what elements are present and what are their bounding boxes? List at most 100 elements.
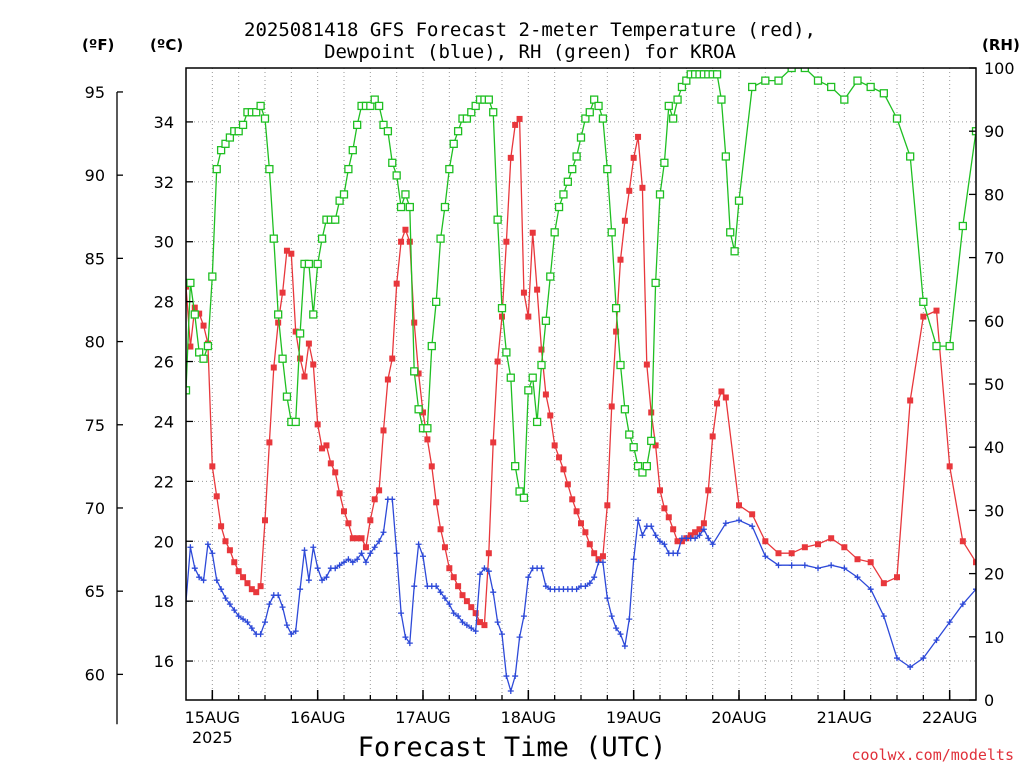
temperature-marker [617, 256, 624, 263]
dewpoint-marker [336, 562, 343, 569]
rh-marker [537, 360, 546, 370]
rh-marker [401, 190, 410, 199]
series-layer [186, 68, 993, 695]
temperature-marker [358, 535, 365, 542]
dewpoint-marker [538, 565, 545, 572]
rh-marker [572, 152, 581, 161]
temperature-marker [288, 250, 295, 257]
temperature-marker [266, 439, 273, 446]
dewpoint-marker [358, 550, 365, 557]
dewpoint-marker [490, 589, 497, 596]
dewpoint-marker [705, 535, 712, 542]
dewpoint-marker [367, 550, 374, 557]
temperature-marker [657, 487, 663, 494]
rh-marker [392, 171, 401, 180]
dewpoint-marker [468, 625, 475, 632]
temperature-marker [705, 487, 712, 494]
rh-marker [414, 405, 423, 414]
rh-marker [462, 114, 472, 123]
temperature-marker [253, 589, 260, 596]
dewpoint-marker [854, 574, 861, 581]
temperature-marker [973, 559, 976, 566]
temperature-marker [218, 523, 225, 530]
dewpoint-marker [582, 583, 589, 590]
temperature-marker [244, 580, 251, 587]
temperature-marker [406, 238, 413, 245]
rh-marker [598, 114, 608, 123]
temperature-marker [551, 442, 558, 449]
temperature-marker [507, 154, 514, 161]
celsius-tick-label: 16 [154, 652, 174, 671]
rh-marker [203, 341, 213, 351]
temperature-marker [196, 310, 203, 317]
dewpoint-marker [542, 583, 549, 590]
temperature-marker [371, 496, 378, 503]
rh-marker [427, 341, 436, 351]
rh-marker [344, 164, 353, 174]
temperature-marker [376, 487, 383, 494]
temperature-marker [815, 541, 821, 548]
temperature-marker [428, 463, 435, 470]
temperature-marker [503, 238, 510, 245]
x-tick-label: 20AUG [711, 708, 766, 727]
dewpoint-marker [406, 640, 413, 647]
dewpoint-marker [815, 565, 821, 572]
temperature-marker [959, 538, 966, 545]
dewpoint-marker [446, 601, 453, 608]
rh-marker [528, 373, 537, 382]
celsius-tick-label: 30 [154, 233, 174, 252]
temperature-marker [384, 376, 391, 383]
x-axis-title: Forecast Time (UTC) [357, 732, 667, 763]
temperature-marker [520, 289, 527, 296]
temperature-marker [621, 217, 628, 224]
rh-marker [269, 234, 278, 243]
dewpoint-marker [472, 628, 479, 635]
temperature-marker [674, 538, 681, 545]
temperature-marker [420, 409, 426, 416]
rh-marker [853, 76, 862, 85]
dewpoint-marker [441, 595, 448, 602]
rh-marker [712, 70, 722, 79]
rh-marker [761, 76, 770, 85]
rh-marker [800, 68, 809, 73]
dewpoint-marker [586, 580, 593, 587]
rh-marker [423, 424, 432, 433]
dewpoint-marker [661, 541, 668, 548]
temperature-marker [564, 481, 571, 488]
rh-marker [730, 247, 739, 256]
temperature-marker [841, 544, 848, 551]
rh-marker [664, 101, 673, 111]
rh-marker [673, 95, 682, 104]
rh-marker [892, 114, 902, 123]
temperature-marker [213, 493, 220, 500]
rh-marker [541, 316, 551, 325]
temperature-marker [226, 547, 233, 554]
rh-marker [660, 158, 669, 167]
rh-marker [379, 120, 388, 130]
dewpoint-marker [354, 556, 361, 563]
rh-marker [265, 164, 274, 174]
dewpoint-marker [389, 496, 396, 503]
temperature-marker [920, 313, 927, 320]
dewpoint-marker [213, 577, 220, 584]
temperature-marker [613, 328, 620, 335]
temperature-marker [635, 133, 642, 140]
fahrenheit-tick-label: 90 [85, 166, 105, 185]
dewpoint-marker [209, 550, 216, 557]
rh-marker [278, 354, 287, 363]
rh-marker [436, 234, 445, 243]
celsius-tick-label: 20 [154, 532, 174, 551]
rh-marker [986, 102, 993, 109]
dewpoint-marker [323, 574, 330, 581]
temperature-marker [894, 574, 900, 581]
celsius-tick-label: 26 [154, 353, 174, 372]
rh-tick-label: 70 [984, 249, 1004, 268]
rh-marker [471, 101, 480, 111]
rh-marker [840, 95, 849, 104]
temperature-marker [323, 442, 330, 449]
dewpoint-marker [297, 586, 304, 593]
temperature-marker [463, 598, 470, 605]
rh-marker [274, 310, 283, 319]
rh-marker [519, 493, 529, 502]
temperature-marker [292, 328, 299, 335]
